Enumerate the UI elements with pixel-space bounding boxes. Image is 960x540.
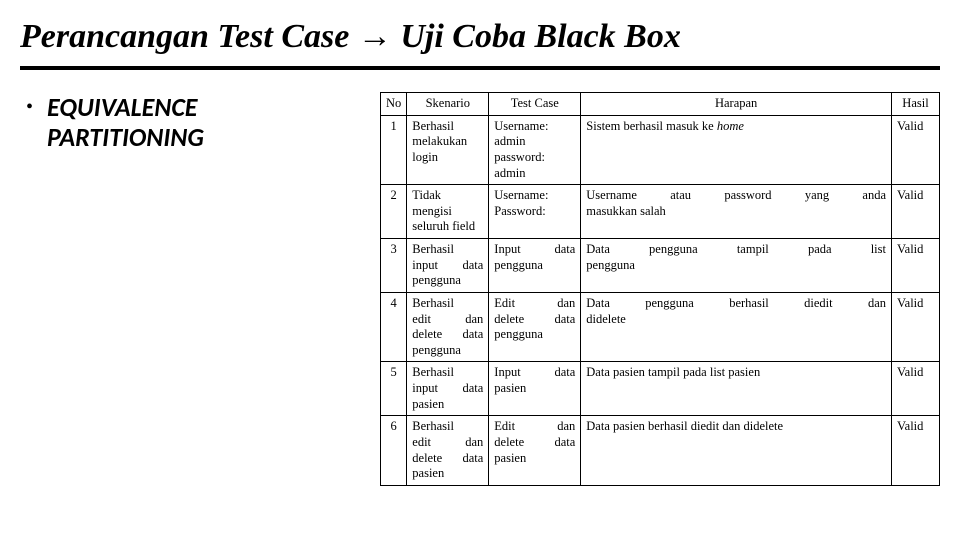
col-testcase: Test Case — [489, 93, 581, 116]
testcase-table: No Skenario Test Case Harapan Hasil 1Ber… — [380, 92, 940, 486]
bullet-dot-icon: • — [20, 92, 33, 122]
cell-no: 1 — [381, 115, 407, 185]
cell-testcase: Input datapasien — [489, 362, 581, 416]
cell-hasil: Valid — [892, 416, 940, 486]
right-column: No Skenario Test Case Harapan Hasil 1Ber… — [380, 92, 940, 486]
cell-testcase: Edit dandelete datapengguna — [489, 292, 581, 362]
table-header-row: No Skenario Test Case Harapan Hasil — [381, 93, 940, 116]
cell-harapan: Data pengguna berhasil diedit dandidelet… — [581, 292, 892, 362]
cell-testcase: Username: admin password: admin — [489, 115, 581, 185]
cell-hasil: Valid — [892, 362, 940, 416]
col-no: No — [381, 93, 407, 116]
cell-testcase: Input datapengguna — [489, 239, 581, 293]
cell-no: 3 — [381, 239, 407, 293]
cell-no: 2 — [381, 185, 407, 239]
table-row: 1Berhasil melakukan loginUsername: admin… — [381, 115, 940, 185]
title-underline — [20, 66, 940, 70]
col-hasil: Hasil — [892, 93, 940, 116]
cell-skenario: Berhasilinput datapasien — [407, 362, 489, 416]
cell-hasil: Valid — [892, 115, 940, 185]
cell-skenario: Berhasiledit dandelete datapasien — [407, 416, 489, 486]
cell-harapan: Data pasien tampil pada list pasien — [581, 362, 892, 416]
slide-title: Perancangan Test Case → Uji Coba Black B… — [20, 10, 940, 66]
cell-harapan: Sistem berhasil masuk ke home — [581, 115, 892, 185]
table-body: 1Berhasil melakukan loginUsername: admin… — [381, 115, 940, 485]
bullet-text: EQUIVALENCE PARTITIONING — [47, 92, 350, 152]
cell-testcase: Username: Password: — [489, 185, 581, 239]
content-area: • EQUIVALENCE PARTITIONING No Skenario T… — [20, 92, 940, 486]
cell-hasil: Valid — [892, 239, 940, 293]
cell-hasil: Valid — [892, 292, 940, 362]
left-column: • EQUIVALENCE PARTITIONING — [20, 92, 350, 486]
cell-no: 5 — [381, 362, 407, 416]
table-row: 5Berhasilinput datapasienInput datapasie… — [381, 362, 940, 416]
table-row: 3Berhasilinput datapenggunaInput datapen… — [381, 239, 940, 293]
table-row: 6Berhasiledit dandelete datapasienEdit d… — [381, 416, 940, 486]
col-harapan: Harapan — [581, 93, 892, 116]
cell-testcase: Edit dandelete datapasien — [489, 416, 581, 486]
cell-skenario: Berhasil melakukan login — [407, 115, 489, 185]
cell-harapan: Data pasien berhasil diedit dan didelete — [581, 416, 892, 486]
col-skenario: Skenario — [407, 93, 489, 116]
slide: Perancangan Test Case → Uji Coba Black B… — [0, 0, 960, 540]
cell-harapan: Data pengguna tampil pada listpengguna — [581, 239, 892, 293]
cell-no: 4 — [381, 292, 407, 362]
table-row: 2Tidak mengisi seluruh fieldUsername: Pa… — [381, 185, 940, 239]
cell-skenario: Tidak mengisi seluruh field — [407, 185, 489, 239]
bullet-item: • EQUIVALENCE PARTITIONING — [20, 92, 350, 152]
cell-harapan: Username atau password yang andamasukkan… — [581, 185, 892, 239]
table-row: 4Berhasiledit dandelete datapenggunaEdit… — [381, 292, 940, 362]
cell-no: 6 — [381, 416, 407, 486]
cell-skenario: Berhasiledit dandelete datapengguna — [407, 292, 489, 362]
cell-hasil: Valid — [892, 185, 940, 239]
cell-skenario: Berhasilinput datapengguna — [407, 239, 489, 293]
